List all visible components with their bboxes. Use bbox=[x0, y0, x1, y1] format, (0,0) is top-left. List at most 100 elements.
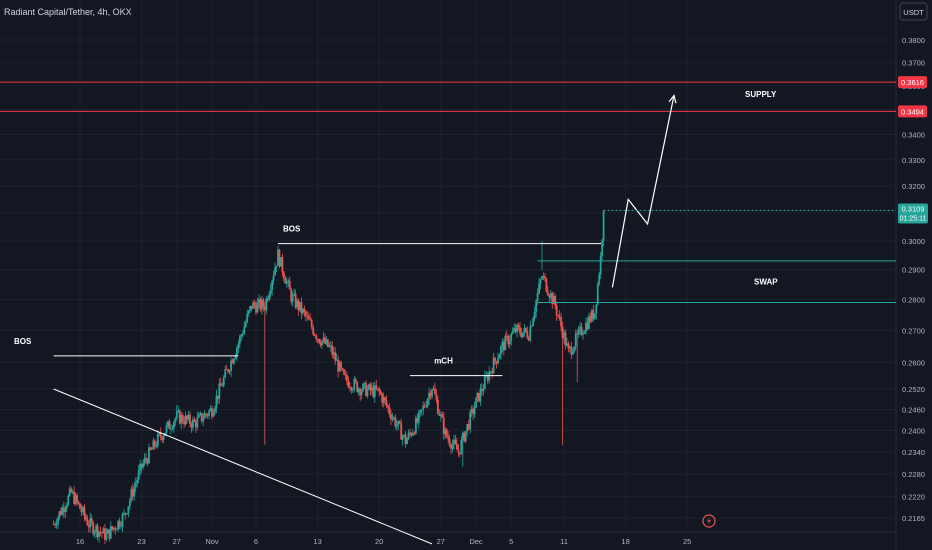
candle-body bbox=[368, 384, 370, 389]
candle-body bbox=[102, 528, 105, 534]
time-tick-label: 27 bbox=[173, 537, 181, 546]
candle-body bbox=[409, 432, 411, 434]
resistance-price-label: 0.3616 bbox=[901, 78, 924, 87]
candle-body bbox=[272, 275, 275, 281]
candle-body bbox=[260, 299, 263, 310]
candle-body bbox=[134, 483, 137, 487]
candle-body bbox=[360, 391, 363, 396]
candle-body bbox=[444, 429, 447, 435]
current-price-label: 0.3109 bbox=[902, 205, 925, 214]
candle-body bbox=[450, 445, 452, 449]
candle-body bbox=[526, 331, 529, 338]
candle-body bbox=[561, 326, 564, 339]
time-tick-label: 6 bbox=[254, 537, 258, 546]
candle-body bbox=[155, 446, 158, 447]
projection-path[interactable] bbox=[611, 95, 675, 288]
candle-body bbox=[560, 317, 562, 327]
candle-body bbox=[431, 389, 433, 397]
candle-body bbox=[331, 345, 334, 355]
candle-body bbox=[196, 417, 199, 428]
candle-body bbox=[457, 449, 460, 453]
candle-body bbox=[398, 421, 401, 424]
candle-body bbox=[86, 519, 89, 526]
candle-body bbox=[510, 333, 513, 341]
candle-body bbox=[165, 425, 168, 433]
price-tick-label: 0.2165 bbox=[902, 514, 925, 523]
candle-body bbox=[221, 385, 224, 387]
lightning-icon[interactable] bbox=[702, 514, 716, 528]
candle-body bbox=[558, 316, 561, 318]
candle-body bbox=[432, 388, 435, 390]
candle-body bbox=[579, 326, 582, 330]
candle-body bbox=[328, 346, 331, 347]
candle-body bbox=[271, 280, 274, 290]
candle-body bbox=[419, 410, 422, 413]
candle-body bbox=[602, 210, 605, 241]
time-tick-label: 18 bbox=[621, 537, 629, 546]
trendline[interactable] bbox=[53, 388, 433, 545]
candle-body bbox=[535, 300, 538, 312]
candle-body bbox=[54, 524, 56, 525]
time-tick-label: Nov bbox=[205, 537, 219, 546]
candle-body bbox=[80, 508, 83, 513]
price-axis[interactable]: 0.38000.37000.36000.35000.34000.33000.32… bbox=[898, 36, 928, 523]
candle-body bbox=[382, 397, 385, 403]
candle-body bbox=[224, 369, 227, 378]
candle-body bbox=[464, 430, 467, 442]
candle-body bbox=[175, 410, 178, 419]
candle-body bbox=[394, 417, 397, 427]
candle-body bbox=[171, 428, 174, 430]
candle-body bbox=[194, 421, 197, 428]
candle-body bbox=[219, 383, 222, 386]
candle-body bbox=[149, 447, 152, 450]
price-tick-label: 0.3200 bbox=[902, 182, 925, 191]
candle-body bbox=[186, 415, 188, 420]
level-label: mCH bbox=[434, 357, 453, 366]
price-tick-label: 0.2220 bbox=[902, 493, 925, 502]
projection-arrowhead bbox=[668, 94, 677, 104]
candle-body bbox=[436, 399, 439, 414]
time-tick-label: 5 bbox=[509, 537, 513, 546]
candle-body bbox=[357, 388, 360, 392]
candle-body bbox=[190, 423, 193, 428]
candle-body bbox=[55, 524, 58, 526]
candle-body bbox=[516, 324, 518, 333]
candle-body bbox=[300, 302, 303, 314]
candle-body bbox=[538, 283, 540, 294]
drawing-overlays[interactable]: BOS BOS mCH SWAP SUPPLY bbox=[0, 81, 896, 545]
candle-body bbox=[266, 298, 269, 300]
candle-body bbox=[243, 326, 246, 334]
time-tick-label: 23 bbox=[137, 537, 145, 546]
candle-body bbox=[293, 293, 296, 295]
candle-body bbox=[262, 299, 265, 307]
candle-body bbox=[61, 507, 64, 515]
candle-body bbox=[598, 274, 601, 285]
candle-body bbox=[428, 392, 430, 400]
candle-body bbox=[494, 357, 496, 362]
candle-body bbox=[508, 340, 511, 345]
candle-body bbox=[447, 436, 450, 440]
candle-body bbox=[281, 257, 284, 273]
candle-body bbox=[156, 434, 159, 447]
candle-body bbox=[211, 408, 213, 417]
candle-body bbox=[532, 318, 535, 326]
time-axis[interactable]: 16 23 27 Nov 6 13 20 27 Dec 5 11 18 25 bbox=[76, 537, 692, 546]
candle-body bbox=[554, 296, 557, 306]
candle-body bbox=[193, 419, 196, 422]
candle-body bbox=[517, 324, 520, 328]
time-tick-label: 16 bbox=[76, 537, 84, 546]
candle-body bbox=[142, 463, 144, 468]
candle-body bbox=[62, 507, 65, 513]
currency-button[interactable]: USDT bbox=[899, 2, 928, 21]
candle-body bbox=[551, 293, 554, 305]
candle-body bbox=[379, 391, 382, 395]
candle-body bbox=[489, 371, 492, 373]
price-tick-label: 0.2400 bbox=[902, 426, 925, 435]
candle-body bbox=[282, 272, 285, 279]
candle-body bbox=[448, 439, 451, 446]
candle-body bbox=[592, 309, 595, 319]
candle-body bbox=[318, 338, 320, 343]
candle-body bbox=[184, 415, 187, 425]
candle-body bbox=[335, 359, 338, 361]
